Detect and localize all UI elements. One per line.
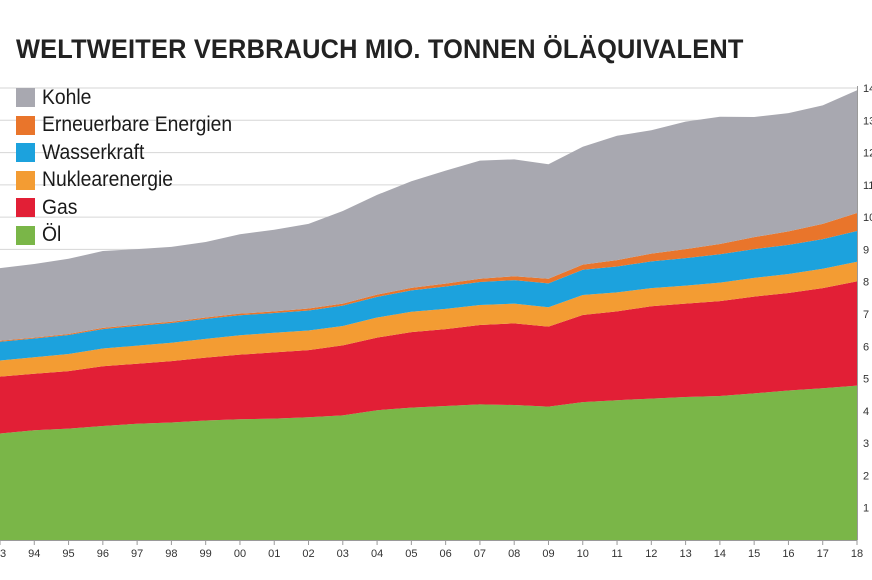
x-tick-label: 01 (268, 548, 280, 560)
area-gas (0, 281, 857, 434)
x-tick-label: 06 (440, 548, 452, 560)
x-tick-label: 13 (679, 548, 691, 560)
legend-label: Erneuerbare Energien (42, 113, 233, 137)
y-tick-label: 7 (863, 309, 869, 321)
legend-label: Kohle (42, 85, 92, 109)
legend-swatch (16, 198, 35, 218)
x-tick-label: 17 (817, 548, 829, 560)
x-tick-label: 09 (542, 548, 554, 560)
y-tick-label: 11 (863, 180, 872, 192)
legend-label: Gas (42, 195, 78, 219)
y-tick-label: 9 (863, 244, 869, 256)
legend-swatch (16, 115, 35, 135)
x-tick-label: 14 (714, 548, 726, 560)
x-tick-label: 97 (131, 548, 143, 560)
y-tick-label: 2 (863, 470, 869, 482)
x-tick-label: 98 (165, 548, 177, 560)
area-oel (0, 385, 857, 540)
y-tick-label: 1 (863, 503, 869, 515)
x-tick-label: 04 (371, 548, 383, 560)
legend-item: Wasserkraft (16, 139, 249, 167)
legend-swatch (16, 88, 35, 108)
legend-item: Erneuerbare Energien (16, 112, 249, 140)
y-tick-label: 6 (863, 341, 869, 353)
x-tick-label: 08 (508, 548, 520, 560)
legend-item: Öl (16, 222, 249, 250)
x-tick-label: 12 (645, 548, 657, 560)
legend: Kohle Erneuerbare Energien Wasserkraft Nukl… (16, 84, 249, 249)
x-tick-label: 18 (851, 548, 863, 560)
legend-swatch (16, 143, 35, 163)
x-tick-label: 10 (577, 548, 589, 560)
legend-swatch (16, 170, 35, 190)
legend-label: Nuklearenergie (42, 168, 174, 192)
x-tick-label: 07 (474, 548, 486, 560)
stacked-areas (0, 90, 857, 540)
x-tick-label: 93 (0, 548, 6, 560)
y-tick-label: 3 (863, 438, 869, 450)
x-tick-label: 11 (611, 548, 622, 560)
legend-swatch (16, 225, 35, 245)
area-nuklearenergie (0, 261, 857, 377)
y-tick-label: 4 (863, 406, 869, 418)
y-tick-label: 8 (863, 277, 869, 289)
legend-item: Gas (16, 194, 249, 222)
x-tick-label: 16 (782, 548, 794, 560)
legend-item: Nuklearenergie (16, 167, 249, 195)
x-tick-label: 94 (28, 548, 40, 560)
x-tick-label: 03 (337, 548, 349, 560)
y-tick-label: 10 (863, 212, 872, 224)
axes: 1234567891011121314939495969798990001020… (0, 83, 872, 560)
x-tick-label: 05 (405, 548, 417, 560)
area-wasserkraft (0, 231, 857, 361)
legend-item: Kohle (16, 84, 249, 112)
chart-title: WELTWEITER VERBRAUCH MIO. TONNEN ÖLÄQUIV… (16, 34, 744, 64)
y-tick-label: 13 (863, 115, 872, 127)
x-tick-label: 02 (302, 548, 314, 560)
x-tick-label: 96 (97, 548, 109, 560)
x-tick-label: 15 (748, 548, 760, 560)
area-kohle (0, 90, 857, 341)
x-tick-label: 00 (234, 548, 246, 560)
y-tick-label: 14 (863, 83, 872, 95)
legend-label: Wasserkraft (42, 140, 145, 164)
y-tick-label: 5 (863, 374, 869, 386)
legend-label: Öl (42, 223, 62, 247)
x-tick-label: 95 (62, 548, 74, 560)
y-tick-label: 12 (863, 148, 872, 160)
x-tick-label: 99 (200, 548, 212, 560)
